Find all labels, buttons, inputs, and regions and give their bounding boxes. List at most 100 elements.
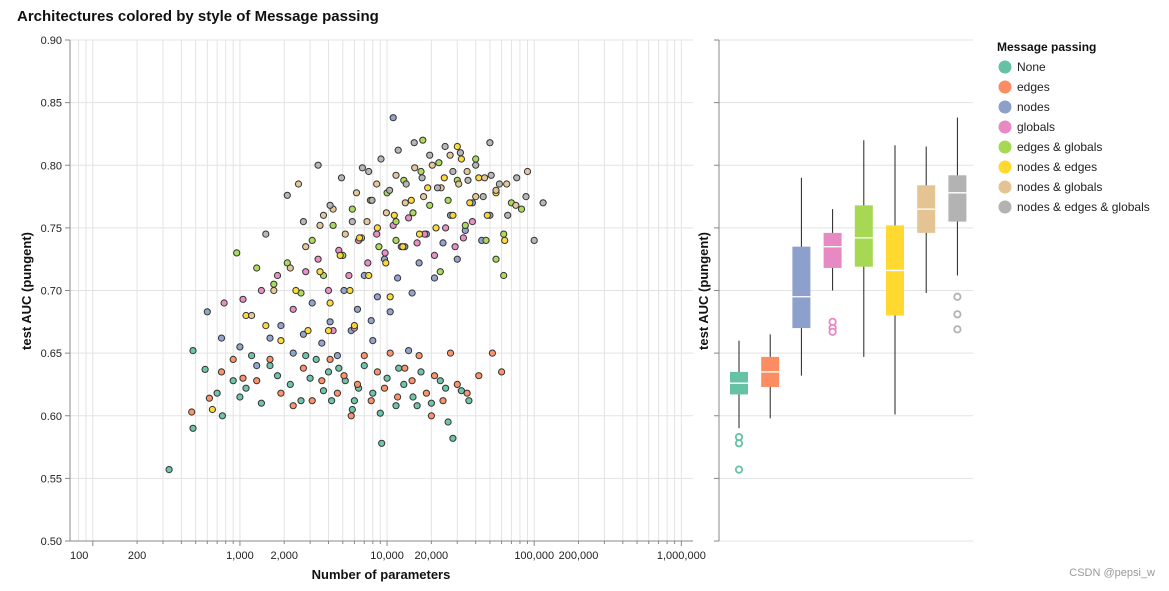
scatter-point — [449, 167, 457, 176]
scatter-point — [324, 286, 333, 295]
scatter-point — [512, 201, 520, 209]
scatter-point — [451, 243, 459, 251]
scatter-point — [319, 211, 328, 219]
scatter-point — [165, 466, 173, 474]
scatter-point — [328, 397, 336, 405]
legend-item: nodes — [998, 100, 1050, 114]
scatter-point — [355, 234, 364, 242]
scatter-point — [449, 211, 457, 219]
scatter-point — [373, 230, 381, 238]
box-outlier — [953, 325, 962, 334]
scatter-point — [368, 196, 376, 204]
scatter-point — [492, 186, 500, 194]
scatter-point — [382, 259, 390, 267]
legend-label: edges & globals — [1017, 140, 1102, 154]
scatter-point — [346, 286, 354, 295]
scatter-point — [347, 412, 355, 420]
scatter-point — [257, 399, 265, 407]
scatter-point — [373, 293, 381, 301]
scatter-point — [424, 184, 432, 192]
scatter-point — [466, 199, 474, 207]
scatter-point — [345, 271, 353, 280]
scatter-point — [319, 387, 328, 395]
scatter-y-tick-label: 0.70 — [41, 286, 62, 298]
scatter-point — [405, 214, 413, 222]
scatter-point — [337, 174, 346, 182]
scatter-point — [453, 142, 461, 151]
scatter-point — [501, 236, 509, 244]
scatter-point — [400, 380, 408, 388]
scatter-point — [415, 259, 423, 267]
scatter-point — [399, 243, 407, 251]
legend-item: globals — [998, 120, 1055, 134]
scatter-point — [314, 255, 322, 263]
scatter-point — [394, 274, 402, 282]
scatter-point — [435, 159, 443, 167]
scatter-point — [386, 186, 394, 194]
scatter-point — [201, 365, 209, 373]
scatter-point — [380, 384, 389, 392]
scatter-point — [286, 380, 294, 388]
scatter-point — [440, 174, 448, 182]
box-axes — [714, 39, 720, 542]
box-outlier — [828, 327, 837, 336]
box-outlier — [953, 310, 962, 319]
scatter-point — [353, 305, 362, 313]
scatter-x-tick-label: 20,000 — [415, 550, 449, 562]
scatter-point — [348, 205, 356, 213]
scatter-point — [487, 171, 495, 179]
scatter-point — [409, 209, 417, 217]
scatter-point — [302, 268, 310, 276]
scatter-point — [205, 394, 213, 402]
scatter-point — [270, 280, 278, 288]
scatter-point — [318, 339, 326, 347]
box-y-axis-title: test AUC (pungent) — [696, 232, 711, 350]
scatter-point — [336, 251, 344, 259]
scatter-point — [413, 402, 421, 410]
scatter-point — [333, 389, 341, 397]
legend-label: edges — [1017, 80, 1050, 94]
scatter-point — [283, 259, 291, 267]
scatter-point — [472, 161, 480, 169]
scatter-y-tick-label: 0.50 — [41, 536, 62, 548]
scatter-point — [375, 243, 383, 251]
box-group — [886, 145, 904, 415]
scatter-point — [239, 374, 247, 382]
scatter-point — [208, 405, 216, 414]
scatter-point — [367, 317, 375, 325]
scatter-point — [236, 343, 244, 351]
scatter-point — [430, 372, 439, 380]
legend-label: nodes — [1017, 100, 1050, 114]
scatter-point — [392, 402, 400, 410]
scatter-point — [341, 230, 349, 238]
box-group — [823, 209, 842, 336]
scatter-point — [376, 409, 384, 417]
scatter-point — [253, 362, 261, 370]
scatter-point — [294, 180, 303, 188]
legend-item: nodes & edges — [998, 160, 1097, 174]
scatter-point — [482, 236, 490, 244]
scatter-point — [449, 434, 457, 442]
scatter-point — [262, 230, 270, 238]
scatter-point — [481, 174, 489, 182]
scatter-point — [394, 393, 402, 401]
scatter-point — [488, 349, 496, 357]
scatter-point — [277, 389, 285, 397]
box-group — [761, 334, 780, 419]
scatter-point — [312, 355, 320, 363]
legend-title: Message passing — [997, 40, 1096, 54]
legend-swatch — [998, 160, 1012, 174]
scatter-point — [316, 268, 324, 276]
scatter-point — [373, 368, 381, 376]
scatter-point — [457, 155, 465, 163]
scatter-y-tick-label: 0.75 — [41, 223, 62, 235]
scatter-point — [430, 251, 439, 259]
scatter-y-tick-label: 0.80 — [41, 160, 62, 172]
scatter-point — [348, 218, 356, 226]
scatter-point — [239, 295, 247, 303]
scatter-point — [308, 236, 316, 244]
scatter-point — [302, 243, 310, 251]
scatter-point — [350, 322, 358, 330]
y-axis-title: test AUC (pungent) — [19, 232, 34, 350]
scatter-point — [465, 397, 473, 405]
